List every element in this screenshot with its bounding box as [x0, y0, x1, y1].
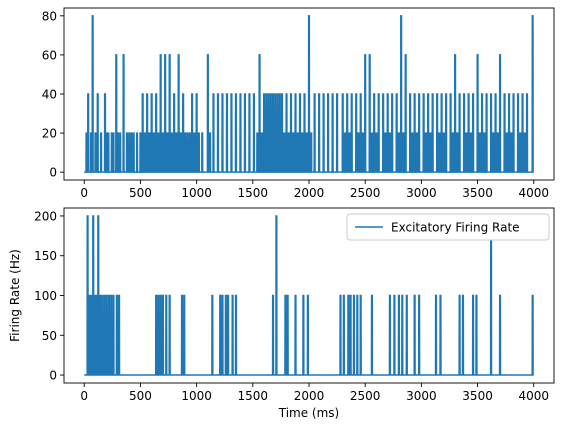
x-tick-label: 1500 — [238, 389, 269, 403]
y-tick-label: 50 — [42, 329, 57, 343]
bottom-axes-frame — [63, 207, 555, 384]
x-tick-label: 1000 — [181, 389, 212, 403]
legend-label: Excitatory Firing Rate — [391, 221, 520, 235]
top-ticks: 0 500 1000 1500 2000 2500 3000 3500 4000 0 20 40 60 8… — [42, 9, 549, 200]
x-tick-label: 2500 — [350, 186, 381, 200]
y-tick-label: 60 — [42, 48, 57, 62]
x-tick-label: 3500 — [462, 389, 493, 403]
x-tick-label: 1500 — [238, 186, 269, 200]
y-tick-label: 80 — [42, 9, 57, 23]
y-tick-label: 150 — [34, 249, 57, 263]
x-tick-label: 0 — [80, 186, 88, 200]
y-tick-label: 40 — [42, 88, 57, 102]
y-tick-label: 20 — [42, 127, 57, 141]
x-tick-label: 3500 — [462, 186, 493, 200]
x-tick-label: 4000 — [518, 186, 549, 200]
y-tick-label: 200 — [34, 209, 57, 223]
x-tick-label: 4000 — [518, 389, 549, 403]
legend-box — [346, 213, 550, 241]
bottom-series-lines — [84, 215, 534, 376]
x-tick-label: 2500 — [350, 389, 381, 403]
y-tick-label: 0 — [49, 369, 57, 383]
x-tick-label: 1000 — [181, 186, 212, 200]
x-tick-label: 2000 — [294, 389, 325, 403]
y-tick-label: 100 — [34, 289, 57, 303]
x-tick-label: 3000 — [406, 389, 437, 403]
bottom-subplot: 0 500 1000 1500 2000 2500 3000 3500 4000 0 50 100 15… — [8, 207, 555, 420]
y-tick-label: 0 — [49, 166, 57, 180]
y-axis-label: Firing Rate (Hz) — [8, 249, 22, 342]
bottom-ticks: 0 500 1000 1500 2000 2500 3000 3500 4000 0 50 100 15… — [34, 209, 549, 403]
series-line-1-0 — [84, 215, 534, 376]
top-series-lines — [84, 15, 534, 173]
x-tick-label: 500 — [129, 389, 152, 403]
top-axes-frame — [63, 7, 555, 181]
x-axis-label: Time (ms) — [278, 406, 340, 420]
legend: Excitatory Firing Rate — [346, 213, 550, 241]
top-subplot: 0 500 1000 1500 2000 2500 3000 3500 4000 0 20 40 60 8… — [42, 7, 555, 200]
x-tick-label: 0 — [80, 389, 88, 403]
series-line-0-0 — [84, 15, 534, 173]
x-tick-label: 3000 — [406, 186, 437, 200]
x-tick-label: 2000 — [294, 186, 325, 200]
x-tick-label: 500 — [129, 186, 152, 200]
